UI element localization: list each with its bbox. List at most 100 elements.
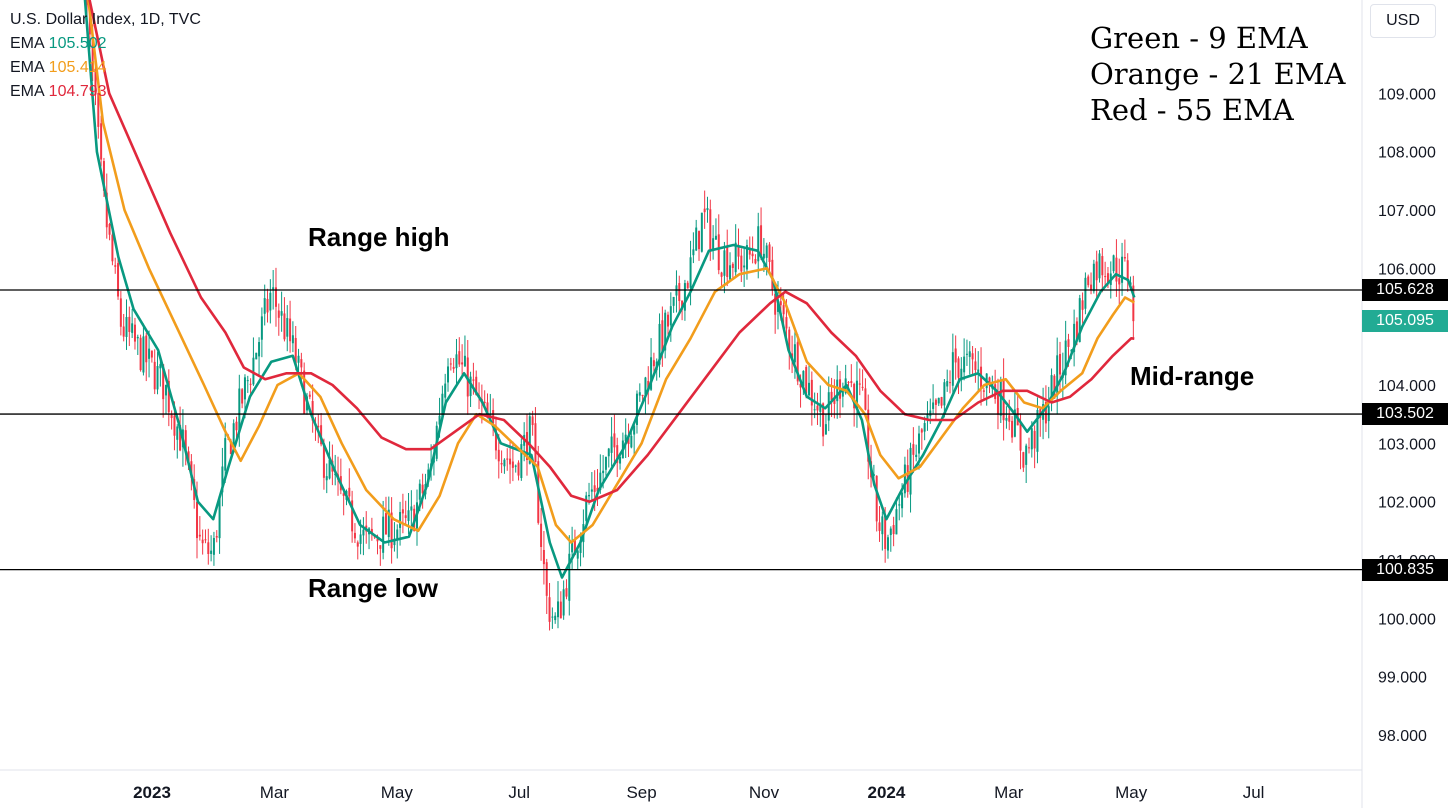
candle	[968, 341, 971, 375]
candle	[283, 297, 286, 342]
candle	[458, 337, 461, 367]
candle	[974, 348, 977, 383]
candle	[384, 496, 387, 535]
ema-21-label: EMA	[10, 59, 45, 76]
candle	[463, 335, 466, 368]
candle	[1073, 309, 1076, 367]
ema-color-note: Green - 9 EMA Orange - 21 EMA Red - 55 E…	[1090, 20, 1346, 128]
candle	[568, 535, 571, 616]
candle	[125, 299, 128, 350]
candle	[847, 381, 850, 387]
symbol-title: U.S. Dollar Index, 1D, TVC	[10, 11, 201, 28]
candle	[768, 242, 771, 273]
y-tick-label: 102.000	[1378, 495, 1436, 512]
candle	[714, 218, 717, 240]
candlesticks	[86, 0, 1135, 631]
candle	[325, 463, 328, 494]
candle	[1104, 261, 1107, 288]
ema-line-2	[88, 0, 1135, 503]
candle	[963, 338, 966, 381]
candle	[1087, 274, 1090, 288]
candle	[937, 397, 940, 407]
y-tick-label: 107.000	[1378, 203, 1436, 220]
candle	[695, 219, 698, 252]
candle	[816, 392, 819, 425]
x-tick-label: May	[1115, 783, 1148, 802]
candle	[235, 416, 238, 440]
candle	[108, 222, 111, 241]
candle	[520, 438, 523, 481]
candle	[455, 338, 458, 385]
candle	[1126, 253, 1129, 292]
candle	[1101, 248, 1104, 293]
x-tick-label: May	[381, 783, 414, 802]
x-tick-label: Mar	[260, 783, 290, 802]
candle	[762, 238, 765, 273]
candle	[554, 612, 557, 624]
candle	[878, 506, 881, 542]
x-tick-label: Jul	[1243, 783, 1265, 802]
candle	[370, 517, 373, 541]
candle	[971, 345, 974, 376]
ema-9-label: EMA	[10, 35, 45, 52]
y-tick-label: 100.000	[1378, 611, 1436, 628]
candle	[698, 230, 701, 261]
candle	[824, 414, 827, 435]
candle	[731, 262, 734, 280]
candle	[875, 475, 878, 532]
candle	[1095, 250, 1098, 300]
candle	[946, 369, 949, 392]
candle	[449, 357, 452, 371]
candle	[540, 507, 543, 561]
candle	[1115, 239, 1118, 297]
candle	[1132, 275, 1135, 339]
candle	[308, 391, 311, 400]
candle	[661, 306, 664, 367]
candle	[892, 516, 895, 547]
candle	[390, 497, 393, 564]
currency-button[interactable]: USD	[1370, 4, 1436, 38]
candle	[444, 373, 447, 406]
candle	[506, 448, 509, 471]
candle	[664, 309, 667, 359]
candle	[585, 491, 588, 527]
ema-9-legend: EMA 105.502	[10, 32, 201, 56]
candle	[291, 321, 294, 353]
candle	[982, 387, 985, 399]
candle	[1092, 259, 1095, 294]
candle	[114, 257, 117, 274]
candle	[1064, 320, 1067, 385]
candle	[246, 375, 249, 393]
y-tick-label: 98.000	[1378, 728, 1427, 745]
level-price-label: 105.628	[1362, 279, 1448, 302]
candle	[503, 458, 506, 474]
candle	[534, 407, 537, 463]
mid-range-annotation: Mid-range	[1130, 361, 1255, 391]
candle	[145, 332, 148, 382]
candle	[734, 224, 737, 278]
candle	[218, 494, 221, 554]
candle	[407, 492, 410, 535]
candle	[255, 352, 258, 360]
ema-9-value: 105.502	[48, 35, 107, 52]
candle	[1090, 272, 1093, 295]
x-tick-label: Sep	[626, 783, 656, 802]
candle	[1005, 406, 1008, 429]
candle	[994, 369, 997, 404]
candle	[136, 334, 139, 356]
candle	[1025, 443, 1028, 484]
candle	[754, 254, 757, 265]
candle	[729, 252, 732, 282]
candle	[162, 364, 165, 418]
candle	[1084, 272, 1087, 315]
candle	[895, 497, 898, 535]
candle	[339, 458, 342, 495]
candle	[382, 500, 385, 560]
candle	[559, 591, 562, 619]
y-tick-label: 108.000	[1378, 145, 1436, 162]
candle	[1118, 258, 1121, 305]
candle	[221, 447, 224, 507]
ema-21-legend: EMA 105.414	[10, 56, 201, 80]
candle	[886, 534, 889, 559]
